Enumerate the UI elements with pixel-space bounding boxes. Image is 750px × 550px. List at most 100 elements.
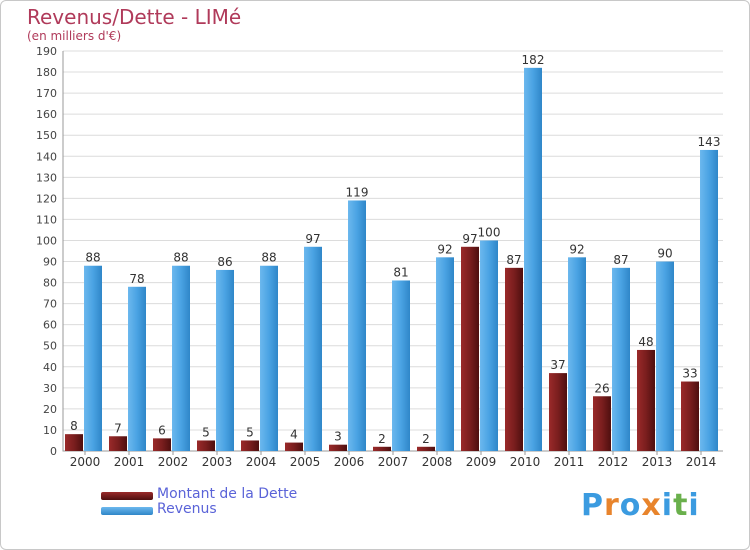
bar-revenue <box>304 246 322 451</box>
legend-swatch-debt <box>101 492 153 500</box>
bar-revenue <box>480 240 498 451</box>
bar-revenue <box>436 257 454 451</box>
x-tick-label: 2006 <box>334 455 365 469</box>
data-label-revenue: 97 <box>305 232 320 246</box>
bar-revenue <box>656 261 674 451</box>
data-label-debt: 26 <box>594 381 609 395</box>
data-label-revenue: 88 <box>261 251 276 265</box>
x-tick-label: 2013 <box>642 455 673 469</box>
x-tick-label: 2003 <box>202 455 233 469</box>
data-label-debt: 87 <box>506 253 521 267</box>
y-tick-label: 140 <box>36 150 57 163</box>
y-tick-label: 20 <box>43 403 57 416</box>
data-label-revenue: 81 <box>393 265 408 279</box>
y-tick-label: 120 <box>36 192 57 205</box>
chart-title: Revenus/Dette - LIMé <box>27 5 242 29</box>
data-label-debt: 8 <box>70 419 78 433</box>
x-tick-label: 2012 <box>598 455 629 469</box>
y-axis-ticks: 0 10 20 30 40 50 60 70 80 90 100 110 120 130 140 150 160… <box>36 45 57 458</box>
proxiti-logo: Proxiti <box>581 488 700 523</box>
y-tick-label: 10 <box>43 424 57 437</box>
bar-revenue <box>260 265 278 451</box>
logo-letter: x <box>641 488 662 523</box>
bar-revenue <box>216 269 234 451</box>
data-label-revenue: 90 <box>657 247 672 261</box>
x-tick-label: 2011 <box>554 455 585 469</box>
data-label-debt: 2 <box>422 432 430 446</box>
bar-revenue <box>524 67 542 451</box>
data-label-revenue: 119 <box>346 185 369 199</box>
logo-letter: o <box>619 488 642 523</box>
x-axis-ticks: 2000 2001 2002 2003 2004 2005 2006 2007 2008 2009… <box>70 451 717 469</box>
data-label-revenue: 88 <box>85 251 100 265</box>
bar-debt <box>373 446 391 451</box>
y-tick-label: 160 <box>36 108 57 121</box>
logo-letter: i <box>688 488 700 523</box>
data-label-debt: 97 <box>462 232 477 246</box>
x-tick-label: 2009 <box>466 455 497 469</box>
y-tick-label: 60 <box>43 319 57 332</box>
bar-debt <box>65 434 83 451</box>
bar-debt <box>593 396 611 451</box>
data-label-revenue: 92 <box>569 242 584 256</box>
data-label-debt: 5 <box>202 425 210 439</box>
y-tick-label: 180 <box>36 66 57 79</box>
x-tick-label: 2005 <box>290 455 321 469</box>
data-label-revenue: 87 <box>613 253 628 267</box>
data-label-debt: 4 <box>290 428 298 442</box>
legend-swatch-revenue <box>101 507 153 515</box>
bar-debt <box>461 246 479 451</box>
x-tick-label: 2007 <box>378 455 409 469</box>
logo-letter: r <box>604 488 620 523</box>
logo-letter: P <box>581 488 604 523</box>
bar-revenue <box>568 257 586 451</box>
x-tick-label: 2010 <box>510 455 541 469</box>
x-tick-label: 2001 <box>114 455 145 469</box>
bar-debt <box>549 373 567 451</box>
data-label-debt: 5 <box>246 425 254 439</box>
y-tick-label: 190 <box>36 45 57 58</box>
bar-revenue <box>348 200 366 451</box>
y-tick-label: 110 <box>36 213 57 226</box>
data-label-revenue: 92 <box>437 242 452 256</box>
data-label-debt: 33 <box>682 367 697 381</box>
data-label-debt: 6 <box>158 423 166 437</box>
y-tick-label: 50 <box>43 340 57 353</box>
bar-debt <box>417 446 435 451</box>
y-tick-label: 30 <box>43 382 57 395</box>
bar-debt <box>241 440 259 451</box>
y-tick-label: 130 <box>36 171 57 184</box>
data-label-revenue: 78 <box>129 272 144 286</box>
x-tick-label: 2014 <box>686 455 717 469</box>
legend-label-debt: Montant de la Dette <box>157 486 298 502</box>
bar-revenue <box>392 280 410 451</box>
y-tick-label: 0 <box>50 445 57 458</box>
x-tick-label: 2004 <box>246 455 277 469</box>
y-tick-label: 80 <box>43 277 57 290</box>
axis-lines <box>62 51 723 452</box>
x-tick-label: 2002 <box>158 455 189 469</box>
bars <box>65 67 718 451</box>
bar-revenue <box>128 286 146 451</box>
data-label-debt: 7 <box>114 421 122 435</box>
bar-debt <box>637 349 655 451</box>
y-tick-label: 100 <box>36 234 57 247</box>
bar-debt <box>505 267 523 451</box>
data-label-debt: 3 <box>334 430 342 444</box>
bar-revenue <box>700 149 718 451</box>
chart-subtitle: (en milliers d'€) <box>27 29 122 43</box>
bar-revenue <box>612 267 630 451</box>
data-label-revenue: 86 <box>217 255 232 269</box>
data-label-revenue: 88 <box>173 251 188 265</box>
y-tick-label: 40 <box>43 361 57 374</box>
bar-revenue <box>84 265 102 451</box>
y-tick-label: 70 <box>43 298 57 311</box>
bar-debt <box>153 438 171 451</box>
bar-debt <box>109 436 127 451</box>
logo-letter: t <box>673 488 689 523</box>
y-tick-label: 150 <box>36 129 57 142</box>
x-tick-label: 2000 <box>70 455 101 469</box>
